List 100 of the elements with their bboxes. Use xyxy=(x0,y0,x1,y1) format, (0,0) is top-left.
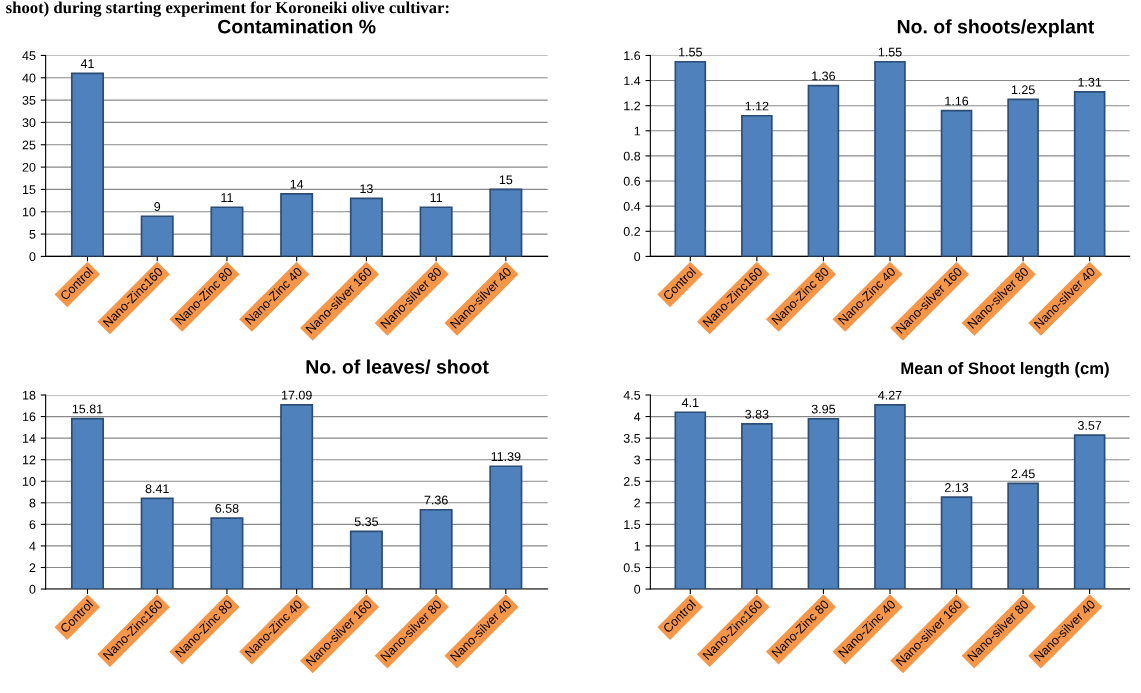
chart-title: Contamination % xyxy=(218,19,376,34)
bar xyxy=(419,206,453,257)
y-tick-label: 1 xyxy=(634,126,641,136)
bar xyxy=(674,411,707,590)
y-tick-label: 45 xyxy=(22,51,36,61)
data-label: 13 xyxy=(360,184,373,194)
data-label: 7.36 xyxy=(424,495,448,505)
data-label: 4.1 xyxy=(681,398,699,407)
y-tick-label: 14 xyxy=(22,434,36,443)
bar xyxy=(210,517,244,590)
bar xyxy=(280,403,314,590)
y-tick-label: 2 xyxy=(634,498,641,508)
data-label: 9 xyxy=(154,202,161,211)
y-tick-label: 12 xyxy=(22,455,36,465)
bar xyxy=(874,60,906,257)
bar xyxy=(1007,482,1039,590)
y-tick-label: 0.5 xyxy=(623,563,641,573)
bar xyxy=(874,404,906,590)
y-tick-label: 1.6 xyxy=(624,51,641,61)
data-label: 2.13 xyxy=(945,483,969,492)
y-tick-label: 16 xyxy=(22,412,36,422)
y-tick-label: 1.2 xyxy=(624,101,641,111)
bar xyxy=(419,508,453,590)
y-tick-label: 2 xyxy=(29,563,36,573)
data-label: 1.31 xyxy=(1078,77,1102,87)
bar xyxy=(741,114,773,257)
y-tick-label: 0.2 xyxy=(623,227,641,236)
data-label: 6.58 xyxy=(215,504,239,513)
data-label: 3.57 xyxy=(1077,421,1102,430)
data-label: 11 xyxy=(430,193,442,202)
y-tick-label: 6 xyxy=(29,520,36,530)
y-tick-label: 25 xyxy=(22,140,36,150)
bar xyxy=(489,188,523,257)
y-tick-label: 5 xyxy=(29,230,36,239)
data-label: 2.45 xyxy=(1011,469,1035,479)
y-tick-label: 0.8 xyxy=(623,151,641,161)
data-label: 1.55 xyxy=(878,47,902,57)
data-label: 11.39 xyxy=(491,452,521,462)
bar xyxy=(280,193,314,257)
y-tick-label: 0.6 xyxy=(623,176,641,186)
bar xyxy=(674,60,707,257)
data-label: 1.16 xyxy=(945,96,969,106)
y-tick-label: 8 xyxy=(29,498,36,508)
y-tick-label: 1.4 xyxy=(624,76,641,86)
y-tick-label: 4 xyxy=(633,412,641,422)
chart-title: Mean of Shoot length (cm) xyxy=(901,361,1109,378)
y-tick-label: 3 xyxy=(634,455,641,465)
y-tick-label: 1 xyxy=(634,541,641,551)
bar xyxy=(1007,98,1039,257)
chart-title: No. of leaves/ shoot xyxy=(306,359,489,374)
bar xyxy=(940,109,973,257)
y-tick-label: 30 xyxy=(22,118,36,128)
y-tick-label: 18 xyxy=(22,390,36,400)
y-tick-label: 10 xyxy=(22,207,36,217)
bar xyxy=(807,417,840,590)
data-label: 4.27 xyxy=(878,390,902,400)
bar xyxy=(741,423,773,590)
bar xyxy=(1073,434,1106,590)
bar xyxy=(349,197,383,257)
data-label: 17.09 xyxy=(281,390,312,400)
data-label: 1.12 xyxy=(745,101,769,111)
y-tick-label: 3.5 xyxy=(623,433,641,443)
y-tick-label: 4.5 xyxy=(623,390,641,400)
y-tick-label: 4 xyxy=(29,541,36,551)
y-tick-label: 10 xyxy=(22,477,36,486)
text: shoot) during starting experiment for Koroneiki olive cultivar: xyxy=(6,1,449,17)
bar xyxy=(140,215,174,257)
bar xyxy=(1073,91,1106,257)
y-tick-label: 2.5 xyxy=(623,477,641,486)
data-label: 14 xyxy=(290,179,304,189)
data-label: 5.35 xyxy=(354,517,379,527)
y-tick-label: 1.5 xyxy=(624,520,641,530)
data-label: 41 xyxy=(80,59,94,68)
bar xyxy=(940,496,973,590)
bar xyxy=(489,465,523,590)
data-label: 3.95 xyxy=(811,404,836,414)
data-label: 8.41 xyxy=(145,484,169,494)
y-tick-label: 0 xyxy=(634,252,641,262)
data-label: 1.25 xyxy=(1011,85,1035,95)
bar xyxy=(70,72,105,257)
bar xyxy=(70,417,105,590)
chart-title: No. of shoots/explant xyxy=(897,19,1095,38)
y-tick-label: 40 xyxy=(22,73,36,83)
bar xyxy=(210,206,244,257)
data-label: 11 xyxy=(221,193,233,202)
y-tick-label: 0.4 xyxy=(623,201,641,211)
y-tick-label: 35 xyxy=(22,95,36,105)
bar xyxy=(349,530,383,590)
bar xyxy=(140,497,174,590)
data-label: 3.83 xyxy=(745,409,769,419)
y-tick-label: 0 xyxy=(634,584,641,594)
y-tick-label: 15 xyxy=(22,185,36,195)
data-label: 15 xyxy=(499,175,513,185)
data-label: 1.55 xyxy=(679,47,702,57)
y-tick-label: 0 xyxy=(29,584,36,594)
data-label: 1.36 xyxy=(812,71,836,81)
y-tick-label: 20 xyxy=(22,162,36,172)
data-label: 15.81 xyxy=(72,404,103,414)
y-tick-label: 0 xyxy=(29,252,36,262)
bar xyxy=(807,84,840,257)
